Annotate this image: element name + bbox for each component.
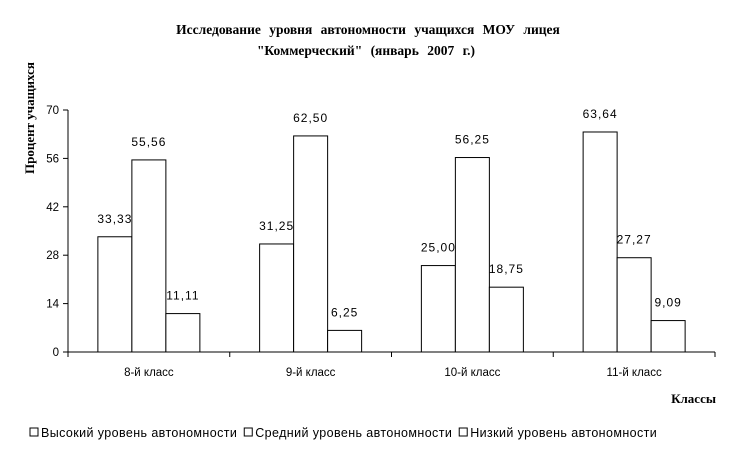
data-label: 56,25 bbox=[455, 133, 490, 147]
y-tick-label: 0 bbox=[53, 347, 59, 359]
category-label: 8-й класс bbox=[124, 367, 174, 379]
data-label: 31,25 bbox=[259, 219, 294, 233]
category-label: 10-й класс bbox=[444, 367, 500, 379]
bar bbox=[327, 329, 363, 353]
y-tick-label: 70 bbox=[46, 105, 59, 117]
y-tick-label: 28 bbox=[46, 250, 59, 262]
data-label: 27,27 bbox=[617, 233, 652, 247]
x-axis-label: Классы bbox=[671, 391, 716, 406]
legend-swatch bbox=[243, 427, 253, 437]
bar bbox=[420, 265, 456, 353]
bar bbox=[165, 313, 201, 353]
legend-label: Низкий уровень автономности bbox=[470, 426, 657, 440]
category-label: 11-й класс bbox=[607, 367, 662, 379]
data-label: 33,33 bbox=[97, 212, 132, 226]
bar bbox=[454, 157, 490, 353]
chart-title-line-1: Исследование уровня автономности учащихс… bbox=[176, 22, 560, 37]
data-label: 62,50 bbox=[293, 111, 328, 125]
bar bbox=[97, 236, 133, 353]
chart-title-line-2: "Коммерческий" (январь 2007 г.) bbox=[257, 43, 475, 58]
legend: Высокий уровень автономности Средний уров… bbox=[29, 426, 657, 440]
data-label: 6,25 bbox=[331, 305, 358, 319]
plot-area: 0 14 28 42 56 70 33,33 55,56 11,11 8-й класс 31,25… bbox=[46, 105, 716, 379]
bar bbox=[293, 135, 329, 353]
bar bbox=[650, 320, 686, 353]
legend-swatch bbox=[458, 427, 468, 437]
bar bbox=[259, 243, 295, 353]
y-axis-label: Процент учащихся bbox=[22, 62, 37, 174]
data-label: 9,09 bbox=[654, 296, 681, 310]
y-tick-label: 56 bbox=[46, 153, 59, 165]
y-tick-label: 42 bbox=[46, 202, 59, 214]
chart-title: Исследование уровня автономности учащихс… bbox=[176, 22, 560, 58]
bar bbox=[131, 159, 167, 353]
data-label: 63,64 bbox=[583, 107, 618, 121]
legend-label: Средний уровень автономности bbox=[255, 426, 452, 440]
bar bbox=[582, 131, 618, 353]
bar bbox=[616, 257, 652, 353]
data-label: 11,11 bbox=[166, 289, 199, 303]
category-label: 9-й класс bbox=[286, 367, 336, 379]
data-label: 25,00 bbox=[421, 241, 456, 255]
legend-swatch bbox=[29, 427, 39, 437]
data-label: 18,75 bbox=[489, 262, 524, 276]
data-label: 55,56 bbox=[131, 135, 166, 149]
legend-label: Высокий уровень автономности bbox=[41, 426, 237, 440]
bar bbox=[488, 286, 524, 353]
y-tick-label: 14 bbox=[46, 299, 59, 311]
